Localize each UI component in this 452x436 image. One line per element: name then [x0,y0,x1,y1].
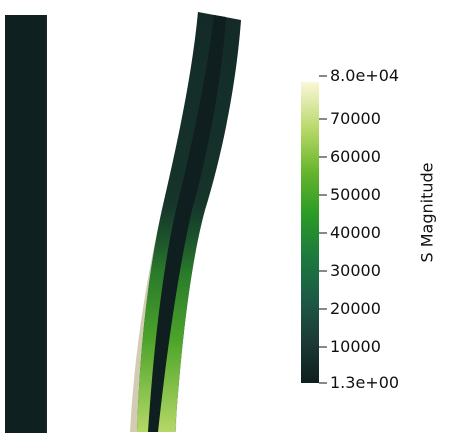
deformed-beam [130,12,241,432]
colorbar [301,82,319,383]
legend-tick-label: 20000 [330,299,381,318]
colorbar-ticks [319,75,327,384]
legend-min-label: 1.3e+00 [330,373,400,392]
legend-tick-label: 70000 [330,109,381,128]
legend-tick-label: 10000 [330,337,381,356]
legend-title-container: S Magnitude [410,112,444,312]
legend-tick-label: 30000 [330,261,381,280]
legend-max-label: 8.0e+04 [330,66,400,85]
legend-tick-label: 40000 [330,223,381,242]
legend-tick-label: 60000 [330,147,381,166]
legend-title: S Magnitude [417,161,437,263]
undeformed-beam [5,15,47,433]
legend-tick-label: 50000 [330,185,381,204]
deformed-beam-core [148,15,226,432]
